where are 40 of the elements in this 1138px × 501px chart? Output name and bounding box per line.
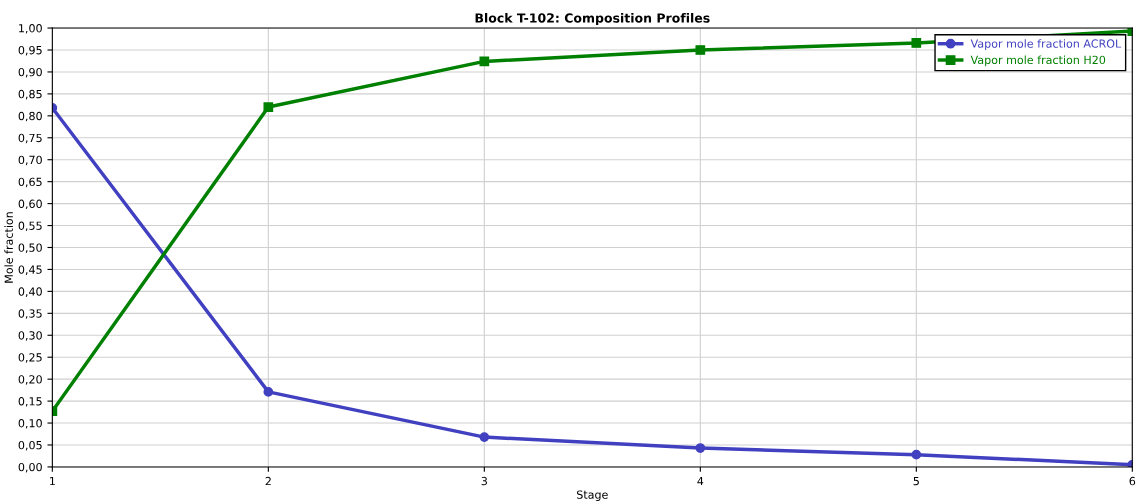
y-tick-label: 0,75 (18, 133, 42, 144)
x-tick-label: 5 (913, 477, 919, 486)
point (911, 38, 922, 48)
y-tick-label: 0,25 (18, 353, 42, 363)
y-tick-label: 0,70 (18, 155, 42, 166)
point (479, 432, 490, 442)
y-tick-label: 0,95 (18, 45, 42, 56)
point (695, 45, 706, 55)
legend-label: Vapor mole fraction ACROL (970, 39, 1122, 50)
y-tick-label: 0,90 (18, 67, 42, 78)
y-tick-label: 0,50 (18, 243, 42, 254)
y-tick-label: 0,05 (18, 440, 42, 451)
y-tick-label: 0,30 (18, 331, 42, 341)
point (695, 443, 706, 453)
y-axis-title: Mole fraction (4, 212, 13, 283)
y-tick-label: 0,55 (18, 221, 42, 232)
chart-title: Block T-102: Composition Profiles (475, 13, 710, 26)
point (479, 56, 490, 67)
legend-label: Vapor mole fraction H20 (970, 55, 1106, 67)
y-tick-label: 0,20 (18, 375, 42, 385)
point (263, 102, 274, 112)
point (911, 449, 922, 460)
x-tick-label: 4 (697, 477, 704, 486)
point (263, 387, 274, 397)
y-tick-label: 0,10 (18, 419, 42, 429)
y-tick-label: 0,35 (18, 309, 42, 319)
y-tick-label: 1,00 (19, 24, 42, 34)
x-tick-label: 6 (1129, 476, 1136, 486)
y-tick-label: 0,45 (18, 265, 42, 275)
x-axis-title: Stage (577, 490, 608, 501)
y-tick-label: 0,65 (18, 177, 42, 188)
x-tick-label: 1 (50, 477, 55, 486)
y-tick-label: 0,80 (18, 111, 42, 122)
y-tick-label: 0,40 (18, 287, 42, 297)
y-tick-label: 0,60 (18, 199, 42, 210)
x-tick-label: 2 (265, 476, 271, 486)
y-tick-label: 0,15 (18, 397, 42, 407)
y-tick-label: 0,85 (18, 89, 42, 100)
x-tick-label: 3 (481, 476, 487, 486)
y-tick-label: 0,00 (18, 462, 42, 473)
